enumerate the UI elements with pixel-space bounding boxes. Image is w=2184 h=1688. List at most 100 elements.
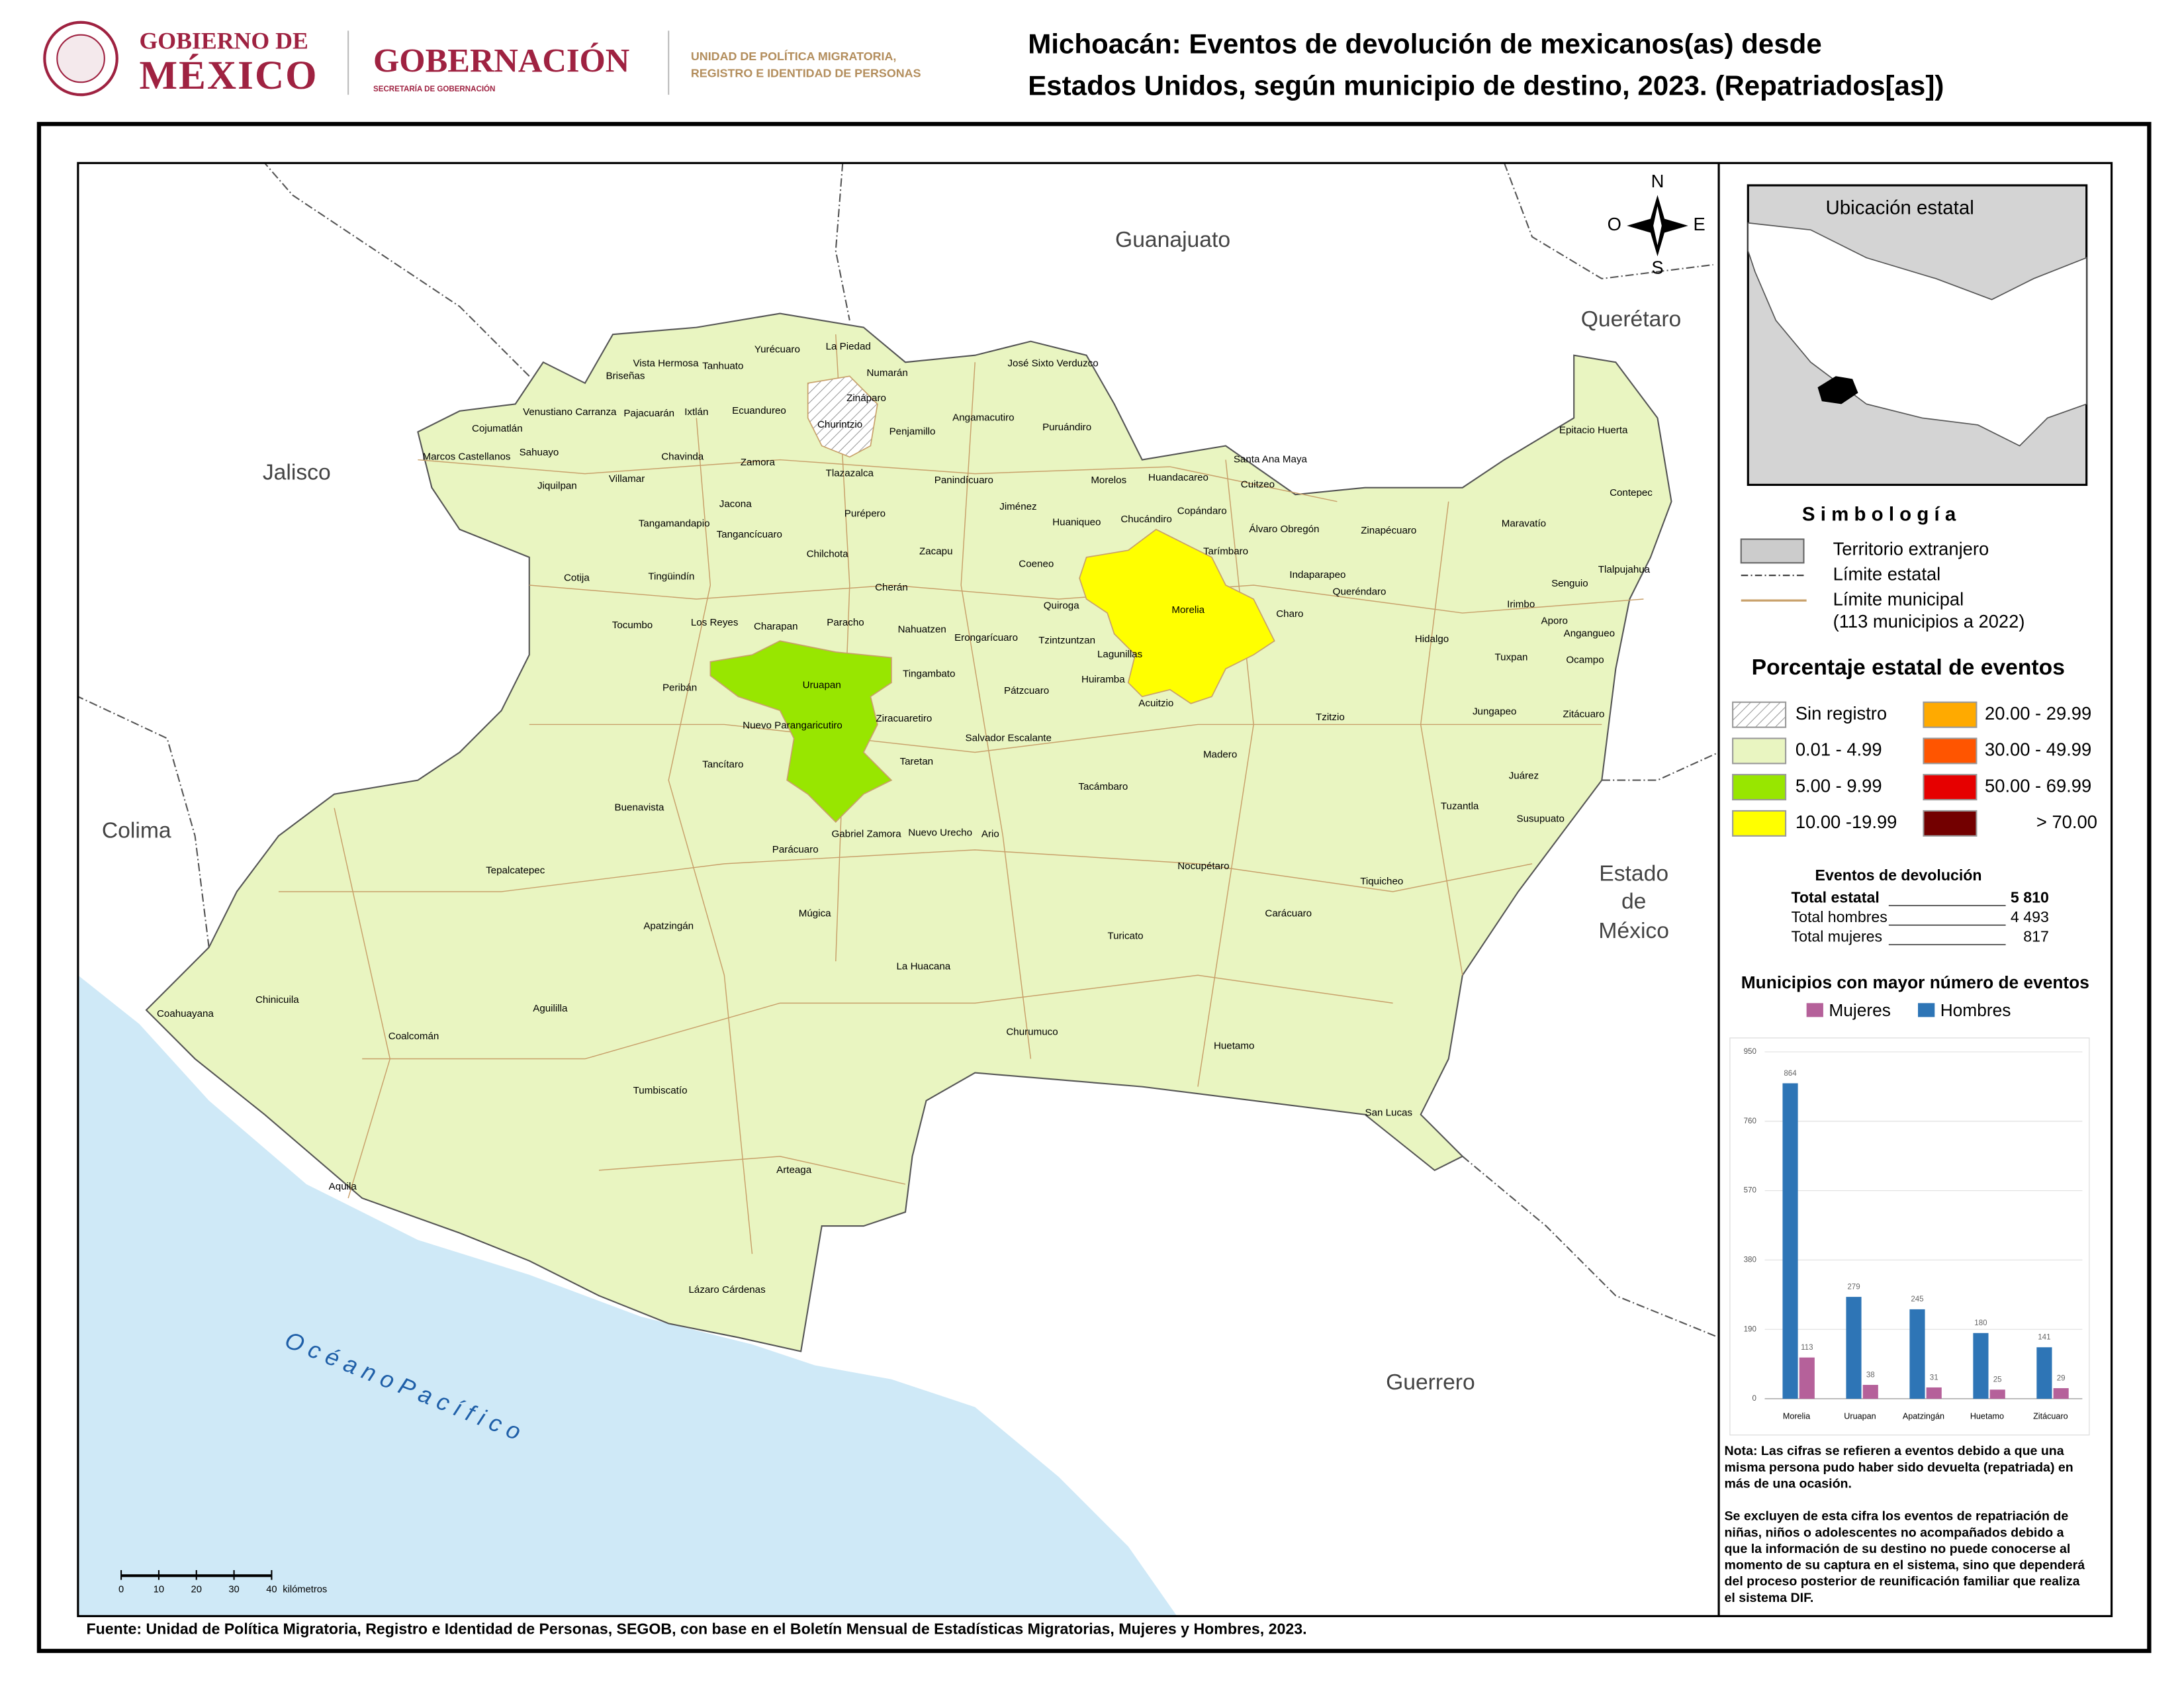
municipio-label: Cherán (875, 582, 908, 593)
note-line: niñas, niños o adolescentes no acompañad… (1724, 1525, 2064, 1540)
municipio-label: Tuxpan (1495, 651, 1528, 663)
scale-label: 10 (154, 1584, 164, 1595)
municipio-label: Cuitzeo (1241, 479, 1275, 490)
municipio-label: Pajacuarán (623, 408, 674, 419)
bar (1909, 1309, 1925, 1399)
municipio-label: Penjamillo (889, 426, 936, 437)
class-label: 5.00 - 9.99 (1796, 775, 1882, 796)
neighbor-label: Colima (102, 818, 171, 843)
value-label: 245 (1911, 1295, 1923, 1303)
ocean (77, 975, 1177, 1617)
x-tick-label: Morelia (1783, 1412, 1811, 1421)
value-label: 38 (1866, 1371, 1875, 1379)
municipio-label: Erongarícuaro (954, 632, 1018, 643)
municipio-label: Huiramba (1081, 674, 1125, 685)
municipio-label: Tancítaro (702, 759, 743, 770)
bar (2036, 1347, 2052, 1399)
state-limit (835, 163, 850, 321)
x-tick-label: Uruapan (1844, 1412, 1876, 1421)
emblem (43, 21, 118, 97)
highlight-municipio (807, 375, 878, 458)
municipio-label: Chinicuila (255, 994, 299, 1006)
municipio-label: Chilchota (807, 549, 849, 560)
class-swatch (1923, 810, 1978, 837)
municipio-label: Ecuandureo (732, 405, 786, 416)
municipal-limit (668, 418, 753, 1254)
highlight-municipio (1079, 528, 1275, 704)
class-swatch (1923, 737, 1978, 765)
municipio-label: Múgica (799, 908, 831, 919)
note-line: Nota: Las cifras se refieren a eventos d… (1724, 1444, 2064, 1458)
value-label: 31 (1930, 1374, 1938, 1382)
municipio-label: Juárez (1509, 770, 1539, 781)
value-label: 29 (2057, 1374, 2066, 1382)
municipio-label: Aquila (329, 1181, 357, 1192)
municipio-label: Tanhuato (702, 361, 743, 372)
municipio-label: Tangancícuaro (717, 529, 782, 540)
chart-title: Municipios con mayor número de eventos (1741, 972, 2089, 992)
unit-line: UNIDAD DE POLÍTICA MIGRATORIA, (691, 49, 897, 63)
legend-swatch (1806, 1003, 1823, 1017)
municipio-label: Aguililla (533, 1003, 568, 1014)
municipio-label: Tangamandapio (639, 518, 710, 529)
municipio-label: Taretan (900, 756, 934, 767)
municipio-label: Angangueo (1564, 628, 1615, 639)
class-label: 20.00 - 29.99 (1985, 703, 2091, 724)
note-line: misma persona pudo haber sido devuelta (… (1724, 1460, 2073, 1475)
neighbor-label: Estado (1599, 862, 1668, 886)
municipio-label: Zamora (741, 457, 776, 468)
municipio-label: Pátzcuaro (1004, 685, 1049, 696)
legend-label: Mujeres (1829, 1000, 1891, 1020)
municipio-label: Madero (1203, 749, 1237, 761)
municipio-label: Nuevo Urecho (908, 827, 972, 839)
municipio-label: Quiroga (1044, 600, 1079, 612)
municipio-label: Angamacutiro (952, 412, 1014, 423)
legend-label: Límite estatal (1833, 563, 1941, 584)
municipio-label: Peribán (662, 682, 697, 694)
municipio-label: Nuevo Parangaricutiro (743, 720, 842, 731)
total-value: 817 (2023, 928, 2049, 945)
municipio-label: Copándaro (1177, 505, 1227, 516)
municipio-label: Gabriel Zamora (831, 829, 901, 840)
bar (2053, 1388, 2069, 1399)
municipio-label: Turicato (1107, 930, 1143, 941)
municipio-label: Ziracuaretiro (876, 713, 932, 724)
municipio-label: Huetamo (1214, 1041, 1254, 1052)
municipio-label: Hidalgo (1415, 633, 1449, 645)
ministry: GOBERNACIÓN (373, 42, 629, 79)
municipio-label: Santa Ana Maya (1234, 454, 1308, 465)
municipio-label: Los Reyes (691, 617, 739, 628)
inset-title: Ubicación estatal (1826, 197, 1974, 219)
highlight-municipio (709, 640, 893, 823)
scale-label: 0 (118, 1584, 124, 1595)
neighbor-label: México (1598, 919, 1669, 943)
value-label: 864 (1784, 1070, 1797, 1078)
class-label: 30.00 - 49.99 (1985, 739, 2091, 760)
value-label: 180 (1974, 1319, 1987, 1327)
municipio-label: Susupuato (1516, 814, 1564, 825)
compass-o: O (1608, 214, 1621, 234)
scale-label: 20 (191, 1584, 202, 1595)
note-line: el sistema DIF. (1724, 1591, 1813, 1605)
y-tick-label: 380 (1744, 1256, 1756, 1264)
class-label: Sin registro (1796, 703, 1887, 724)
municipio-label: Tingüindín (648, 571, 694, 582)
municipio-label: Paracho (827, 617, 864, 628)
class-label: 10.00 -19.99 (1796, 812, 1897, 832)
municipio-label: Acuitzio (1138, 698, 1173, 709)
gov-line: GOBIERNO DE (139, 27, 308, 54)
state-michoacan (145, 312, 1672, 1352)
municipio-label: Álvaro Obregón (1249, 524, 1319, 535)
municipio-label: Panindícuaro (934, 475, 993, 486)
municipio-label: Churintzio (817, 419, 862, 430)
municipal-limit (529, 585, 1644, 614)
municipio-label: José Sixto Verduzco (1007, 357, 1098, 369)
municipio-label: Chavinda (661, 451, 704, 462)
municipio-label: Cojumatlán (472, 423, 523, 434)
bar (1782, 1083, 1798, 1399)
class-swatch (1923, 701, 1978, 728)
municipio-label: Apatzingán (643, 921, 694, 932)
municipio-label: Zacapu (919, 545, 953, 557)
legend-label: (113 municipios a 2022) (1833, 611, 2025, 632)
municipio-label: Coalcomán (388, 1031, 439, 1042)
